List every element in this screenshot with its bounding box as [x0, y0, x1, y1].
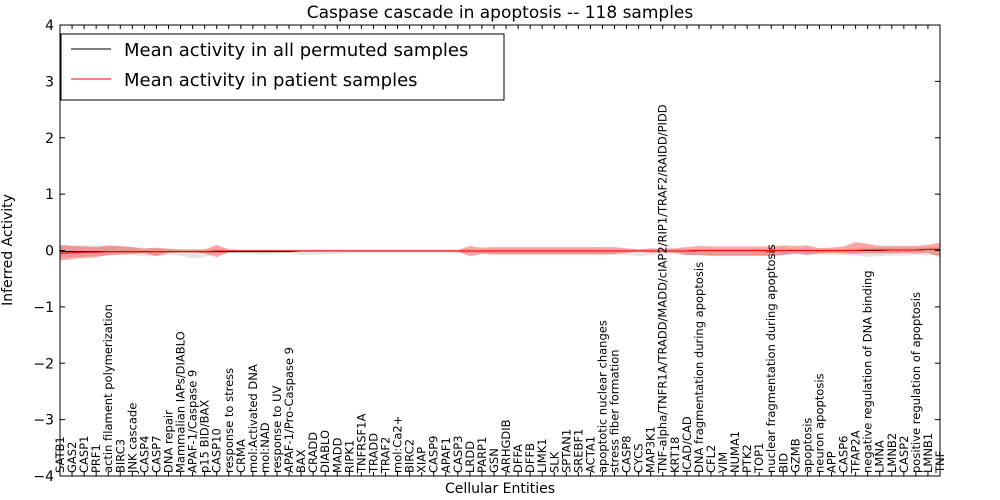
y-tick-label: −1	[33, 300, 54, 316]
y-tick-label: 0	[45, 244, 54, 260]
x-tick-label: p15 BID/BAX	[198, 400, 212, 473]
y-axis: 4 3 2 1 0 −1 −2 −3 −4	[33, 18, 940, 485]
legend-frame	[60, 33, 505, 101]
x-tick-label: ICAD/CAD	[680, 416, 694, 473]
x-tick-label: MADD	[330, 437, 344, 473]
x-tick-label: CFL2	[704, 445, 718, 473]
x-tick-label: CASP6	[837, 436, 851, 473]
x-tick-label: VIM	[716, 452, 730, 473]
x-tick-label: TNFRSF1A	[354, 414, 368, 474]
y-tick-label: 2	[45, 131, 54, 147]
x-tick-label: TRAF2	[378, 437, 392, 474]
x-tick-label: mol:Ca2+	[391, 416, 405, 473]
x-tick-label: CASP4	[137, 436, 151, 473]
x-tick-label: apoptosis	[800, 418, 814, 473]
x-tick-label: DFFB	[523, 443, 537, 473]
x-tick-label: mol:NAD	[258, 422, 272, 473]
x-tick-label: response to stress	[222, 368, 236, 473]
x-tick-label: SREBF1	[571, 429, 585, 473]
x-tick-label: CASP3	[451, 436, 465, 473]
x-tick-label: CASP10	[210, 428, 224, 473]
band-permuted	[60, 244, 940, 259]
x-tick-label: RIPK1	[342, 440, 356, 473]
x-tick-label: positive regulation of apoptosis	[909, 292, 923, 473]
x-tick-label: BIRC3	[113, 439, 127, 473]
x-tick-label: BAX	[294, 449, 308, 473]
y-tick-label: 3	[45, 74, 54, 90]
x-tick-label: BIRC2	[403, 439, 417, 473]
x-tick-label: LMNA	[873, 440, 887, 473]
x-tick-label: apoptotic nuclear changes	[595, 320, 609, 473]
x-tick-label: CASP8	[620, 436, 634, 473]
legend: Mean activity in all permuted samples Me…	[60, 33, 505, 101]
x-tick-label: DIABLO	[318, 430, 332, 473]
y-tick-label: −3	[33, 413, 54, 429]
x-tick-label: MAP3K1	[644, 426, 658, 473]
x-tick-label: TFAP2A	[849, 430, 863, 474]
chart-title: Caspase cascade in apoptosis -- 118 samp…	[307, 3, 694, 23]
legend-label-patient: Mean activity in patient samples	[124, 70, 418, 91]
y-axis-label: Inferred Activity	[0, 194, 16, 306]
x-tick-label: KRT18	[668, 437, 682, 473]
x-tick-label: CASP9	[427, 436, 441, 473]
x-tick-label: CASP7	[149, 436, 163, 473]
x-tick-label: TRADD	[366, 433, 380, 474]
x-tick-label: GAS2	[65, 442, 79, 473]
x-tick-label: negative regulation of DNA binding	[861, 270, 875, 473]
x-tick-label: CYCS	[632, 443, 646, 473]
x-tick-label: TNF-alpha/TNFR1A/TRADD/MADD/cIAP2/RIP1/T…	[656, 104, 670, 474]
x-tick-label: stress fiber formation	[608, 349, 622, 473]
x-tick-label: mol:Activated DNA	[246, 364, 260, 473]
series-line-patient	[59, 248, 940, 254]
y-tick-label: −2	[33, 356, 54, 372]
x-tick-label: SLK	[547, 451, 561, 473]
x-tick-label: TNF	[933, 451, 947, 474]
x-tick-label: BID	[776, 453, 790, 473]
x-tick-label: LMNB1	[921, 433, 935, 473]
x-tick-label: ACTA1	[583, 436, 597, 473]
x-axis-label: Cellular Entities	[445, 481, 555, 497]
x-tick-label: LMNB2	[885, 433, 899, 473]
x-tick-label: DNA fragmentation during apoptosis	[692, 262, 706, 473]
x-tick-label: APAF-1/Caspase 9	[186, 370, 200, 473]
x-tick-label: CRADD	[306, 432, 320, 473]
x-tick-label: DFFA	[511, 444, 525, 473]
x-tick-label: DNA repair	[161, 410, 175, 473]
x-tick-label: TOP1	[752, 443, 766, 474]
line-layer	[59, 248, 940, 254]
x-tick-label: response to UV	[270, 385, 284, 473]
y-tick-label: 4	[45, 18, 54, 34]
x-tick-label: actin filament polymerization	[101, 304, 115, 473]
y-tick-label: 1	[45, 187, 54, 203]
legend-label-permuted: Mean activity in all permuted samples	[124, 40, 468, 61]
x-tick-label: LRDD	[463, 441, 477, 473]
x-tick-label: PTK2	[740, 444, 754, 473]
y-tick-label: −4	[33, 469, 54, 485]
x-tick-label: PARP1	[475, 437, 489, 473]
x-tick-label: ARHGDIB	[499, 419, 513, 473]
x-tick-label: XIAP	[415, 447, 429, 473]
x-tick-label: LIMK1	[535, 438, 549, 473]
x-tick-label: CASP2	[897, 436, 911, 473]
x-tick-label: neuron apoptosis	[812, 373, 826, 473]
x-tick-label: CRMA	[234, 439, 248, 473]
x-tick-label: Mammalian IAPs/DIABLO	[174, 331, 188, 473]
x-tick-label: SPTAN1	[559, 429, 573, 473]
x-tick-label: CASP1	[77, 436, 91, 473]
x-tick-label: APAF1	[439, 437, 453, 473]
x-tick-label: NUMA1	[728, 431, 742, 473]
x-tick-label: APP	[825, 451, 839, 473]
x-tick-label: JNK cascade	[125, 403, 139, 474]
x-tick-label: GSN	[487, 448, 501, 473]
x-tick-label: PRF1	[89, 444, 103, 473]
x-tick-label: nuclear fragmentation during apoptosis	[764, 244, 778, 473]
x-tick-label: GZMB	[788, 438, 802, 473]
x-tick-label: SATB1	[53, 436, 67, 473]
x-tick-label: APAF-1/Pro-Caspase 9	[282, 347, 296, 473]
